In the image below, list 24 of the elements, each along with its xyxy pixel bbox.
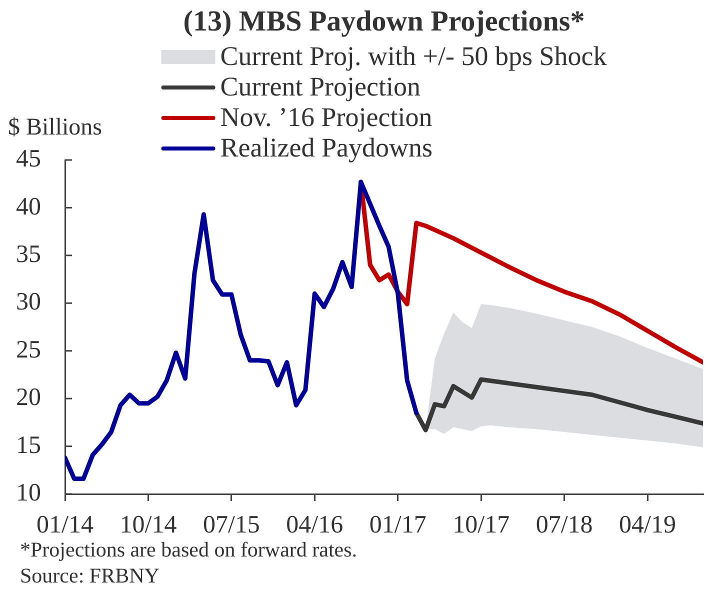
y-tick-label: 20 <box>16 384 41 412</box>
y-tick-label: 15 <box>16 432 41 459</box>
x-tick-label: 10/17 <box>452 512 510 539</box>
y-tick-label: 10 <box>16 480 41 507</box>
source-note: Source: FRBNY <box>20 564 160 588</box>
y-tick-label: 25 <box>16 336 41 364</box>
y-axis-title: $ Billions <box>8 114 102 140</box>
legend-label: Realized Paydowns <box>220 132 432 163</box>
legend-label: Current Proj. with +/- 50 bps Shock <box>220 41 608 72</box>
x-tick-label: 04/19 <box>619 512 676 539</box>
legend-label: Current Projection <box>220 72 421 102</box>
y-tick-label: 35 <box>16 240 41 268</box>
x-tick-label: 07/15 <box>202 512 260 539</box>
y-tick-label: 30 <box>16 288 41 316</box>
x-tick-label: 04/16 <box>286 512 344 539</box>
y-tick-label: 45 <box>16 146 41 173</box>
y-tick-label: 40 <box>16 193 41 220</box>
x-tick-label: 10/14 <box>120 512 178 539</box>
text: *Projections are based on forward rates. <box>20 538 358 562</box>
x-tick-label: 07/18 <box>536 512 593 539</box>
legend-label: Nov. ’16 Projection <box>220 102 433 132</box>
chart-title: (13) MBS Paydown Projections* <box>183 5 585 38</box>
x-tick-label: 01/17 <box>369 512 426 539</box>
x-tick-label: 01/14 <box>36 512 94 539</box>
